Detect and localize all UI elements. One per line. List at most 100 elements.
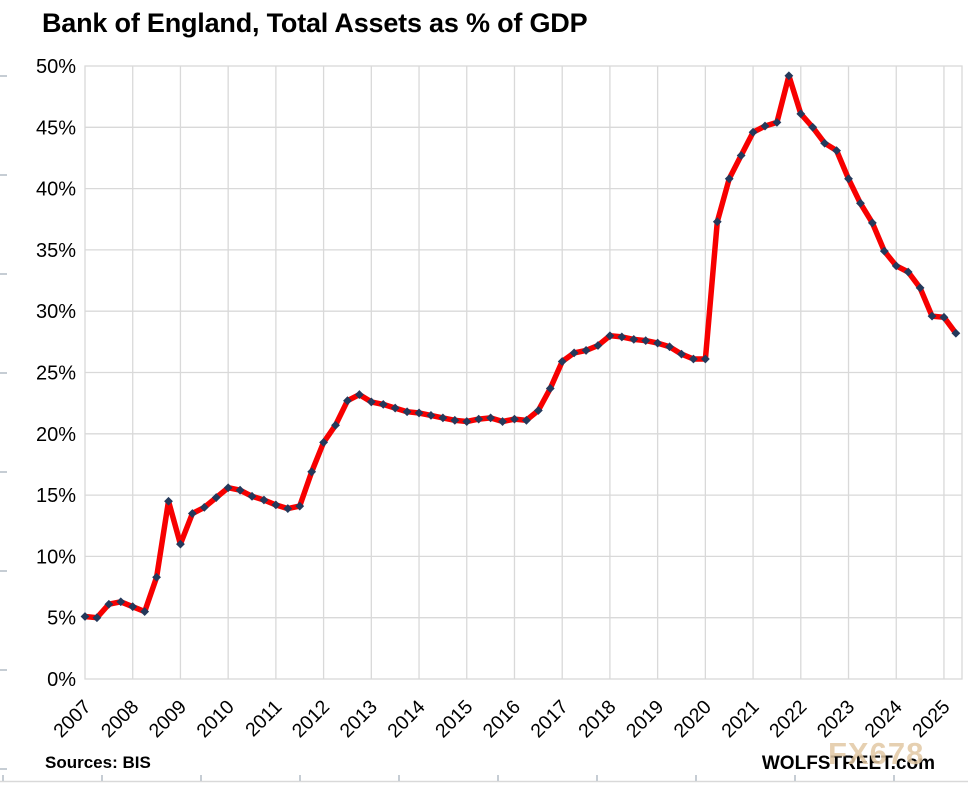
- data-point-marker: [343, 396, 352, 406]
- y-axis-tick-label: 25%: [36, 363, 76, 385]
- x-axis-tick-label: 2015: [431, 696, 477, 742]
- x-axis-tick-label: 2018: [574, 696, 620, 742]
- x-axis-tick-label: 2022: [765, 696, 811, 742]
- data-point-marker: [176, 539, 185, 549]
- data-point-marker: [832, 146, 841, 155]
- x-axis-tick-label: 2020: [670, 696, 716, 742]
- data-point-marker: [116, 597, 126, 607]
- data-point-marker: [390, 403, 400, 413]
- data-point-marker: [856, 198, 865, 208]
- data-point-marker: [140, 607, 150, 616]
- data-point-marker: [927, 311, 937, 321]
- chart-title: Bank of England, Total Assets as % of GD…: [42, 8, 588, 38]
- x-axis-tick-label: 2014: [383, 696, 429, 742]
- data-point-marker: [533, 406, 543, 415]
- data-point-marker: [915, 283, 925, 293]
- data-point-marker: [152, 572, 161, 582]
- data-point-marker: [498, 417, 507, 426]
- data-point-marker: [295, 501, 305, 511]
- data-point-marker: [104, 599, 114, 609]
- data-point-marker: [354, 390, 364, 399]
- data-point-marker: [867, 218, 877, 228]
- data-point-marker: [796, 109, 806, 119]
- data-point-marker: [677, 349, 686, 359]
- data-point-marker: [474, 414, 484, 424]
- data-point-marker: [199, 502, 209, 512]
- series-line: [82, 73, 959, 621]
- data-point-marker: [689, 354, 698, 364]
- data-point-marker: [510, 414, 519, 424]
- data-point-marker: [808, 122, 818, 132]
- data-point-marker: [557, 357, 567, 366]
- data-point-marker: [665, 342, 674, 352]
- data-point-marker: [736, 151, 746, 160]
- data-point-marker: [426, 411, 436, 420]
- data-point-marker: [629, 334, 639, 344]
- data-point-marker: [879, 246, 889, 256]
- x-axis-tick-label: 2017: [526, 696, 572, 742]
- data-point-marker: [951, 328, 961, 338]
- data-point-marker: [820, 138, 830, 148]
- data-point-marker: [235, 485, 245, 495]
- data-point-marker: [319, 437, 328, 447]
- data-point-marker: [784, 71, 794, 81]
- data-point-marker: [211, 493, 221, 502]
- data-point-marker: [569, 348, 579, 358]
- y-axis-tick-label: 30%: [36, 301, 76, 323]
- data-point-marker: [617, 332, 627, 342]
- data-point-marker: [247, 491, 257, 501]
- data-point-marker: [259, 495, 269, 505]
- data-point-marker: [402, 407, 412, 417]
- data-point-marker: [450, 415, 460, 425]
- y-axis-tick-label: 35%: [36, 240, 76, 262]
- x-axis-tick-label: 2019: [622, 696, 668, 742]
- y-axis-tick-label: 10%: [36, 546, 76, 568]
- data-point-marker: [307, 467, 317, 477]
- y-axis-tick-label: 40%: [36, 179, 76, 201]
- x-axis-tick-label: 2008: [97, 696, 143, 742]
- data-point-marker: [271, 500, 281, 510]
- y-axis-tick-label: 50%: [36, 56, 76, 78]
- y-axis-tick-label: 20%: [36, 424, 76, 446]
- data-point-marker: [844, 174, 853, 184]
- data-point-marker: [366, 397, 376, 407]
- x-axis-tick-label: 2007: [49, 696, 95, 742]
- data-point-marker: [891, 261, 901, 271]
- data-point-marker: [593, 341, 603, 350]
- data-point-marker: [486, 413, 496, 423]
- data-point-marker: [653, 338, 663, 348]
- watermark-fx678: FX678: [828, 736, 925, 771]
- data-point-marker: [92, 613, 102, 623]
- data-point-marker: [283, 504, 293, 513]
- data-point-marker: [223, 483, 233, 493]
- data-point-marker: [581, 346, 591, 355]
- data-point-marker: [939, 312, 949, 322]
- data-point-marker: [903, 267, 913, 277]
- y-axis-tick-label: 15%: [36, 485, 76, 507]
- data-point-marker: [414, 408, 424, 418]
- data-point-marker: [760, 121, 770, 131]
- y-axis-tick-label: 45%: [36, 117, 76, 139]
- y-axis-tick-label: 0%: [47, 669, 76, 691]
- branding-wolfstreet: WOLFSTREET.com: [761, 753, 935, 774]
- data-point-marker: [772, 117, 782, 127]
- source-note: Sources: BIS: [45, 753, 151, 772]
- data-point-marker: [724, 174, 734, 184]
- data-point-marker: [164, 496, 173, 506]
- data-point-marker: [545, 384, 555, 393]
- x-axis-tick-label: 2010: [192, 696, 238, 742]
- data-point-marker: [641, 336, 651, 346]
- data-point-marker: [605, 331, 615, 341]
- data-point-marker: [128, 602, 138, 612]
- data-point-marker: [462, 417, 472, 426]
- data-point-marker: [748, 127, 758, 137]
- y-axis-tick-label: 5%: [47, 608, 76, 630]
- x-axis-tick-label: 2021: [717, 696, 763, 742]
- data-point-marker: [712, 217, 722, 227]
- data-point-marker: [522, 415, 531, 425]
- data-point-marker: [438, 413, 448, 423]
- data-point-marker: [80, 612, 90, 621]
- x-axis-tick-label: 2011: [241, 696, 286, 741]
